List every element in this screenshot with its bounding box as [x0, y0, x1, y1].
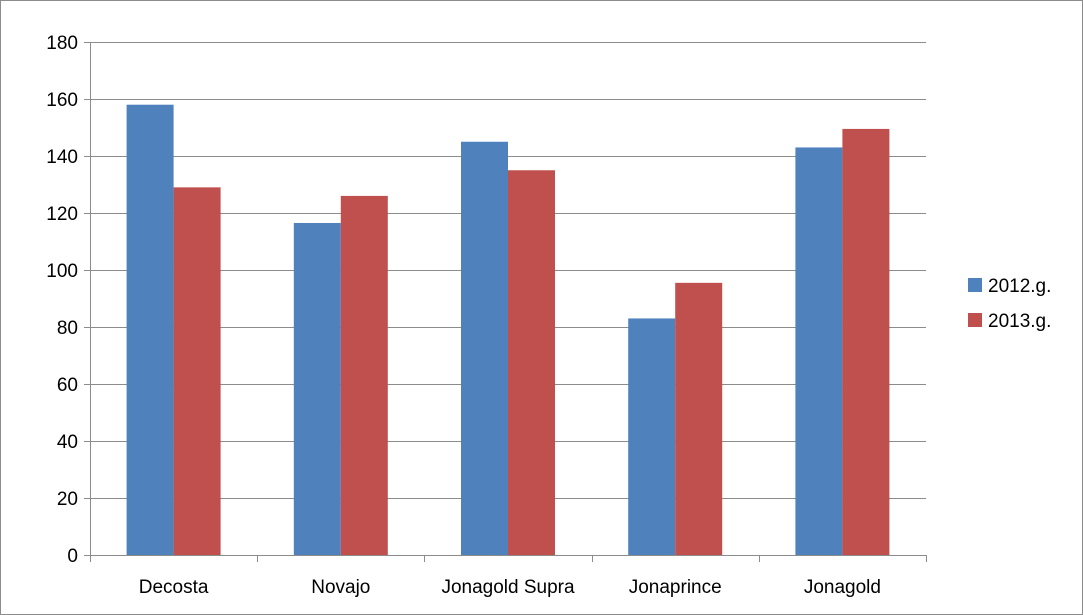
x-tick-label: Jonaprince: [629, 577, 722, 598]
x-tick-label: Jonagold: [804, 577, 881, 598]
bar-s1-jonagold-supra: [461, 141, 508, 555]
y-tick-label: 140: [46, 147, 78, 168]
y-tick-label: 80: [57, 318, 78, 339]
y-tick-label: 60: [57, 375, 78, 396]
y-tick-label: 180: [46, 33, 78, 54]
bar-s1-jonaprince: [628, 318, 676, 555]
legend: 2012.g. 2013.g.: [968, 276, 1051, 332]
x-tick-label: Novajo: [311, 577, 370, 598]
bar-s1-jonagold: [795, 147, 843, 555]
bar-s2-decosta: [173, 187, 221, 555]
bar-s2-jonagold: [842, 128, 890, 556]
y-tick-label: 0: [67, 546, 78, 567]
y-tick-label: 160: [46, 90, 78, 111]
legend-label-1: 2012.g.: [988, 276, 1051, 297]
bar-s1-decosta: [126, 104, 174, 555]
y-tick-label: 100: [46, 261, 78, 282]
y-tick-label: 20: [57, 489, 78, 510]
y-axis-tick-labels: 0 20 40 60 80 100 120 140 160 180: [46, 33, 78, 567]
x-tick-label: Decosta: [139, 577, 209, 598]
x-axis-tick-labels: Decosta Novajo Jonagold Supra Jonaprince Jon…: [139, 577, 881, 598]
axes: [90, 42, 927, 562]
y-tick-label: 40: [57, 432, 78, 453]
legend-label-2: 2013.g.: [988, 311, 1051, 332]
bar-s2-jonagold-supra: [508, 170, 555, 555]
x-tick-label: Jonagold Supra: [441, 577, 575, 598]
legend-swatch-2: [968, 313, 982, 327]
bar-s1-novajo: [293, 222, 341, 555]
bars: [126, 104, 890, 556]
bar-s2-novajo: [340, 195, 388, 555]
y-tick-label: 120: [46, 204, 78, 225]
legend-swatch-1: [968, 278, 982, 292]
bar-s2-jonaprince: [675, 282, 723, 555]
